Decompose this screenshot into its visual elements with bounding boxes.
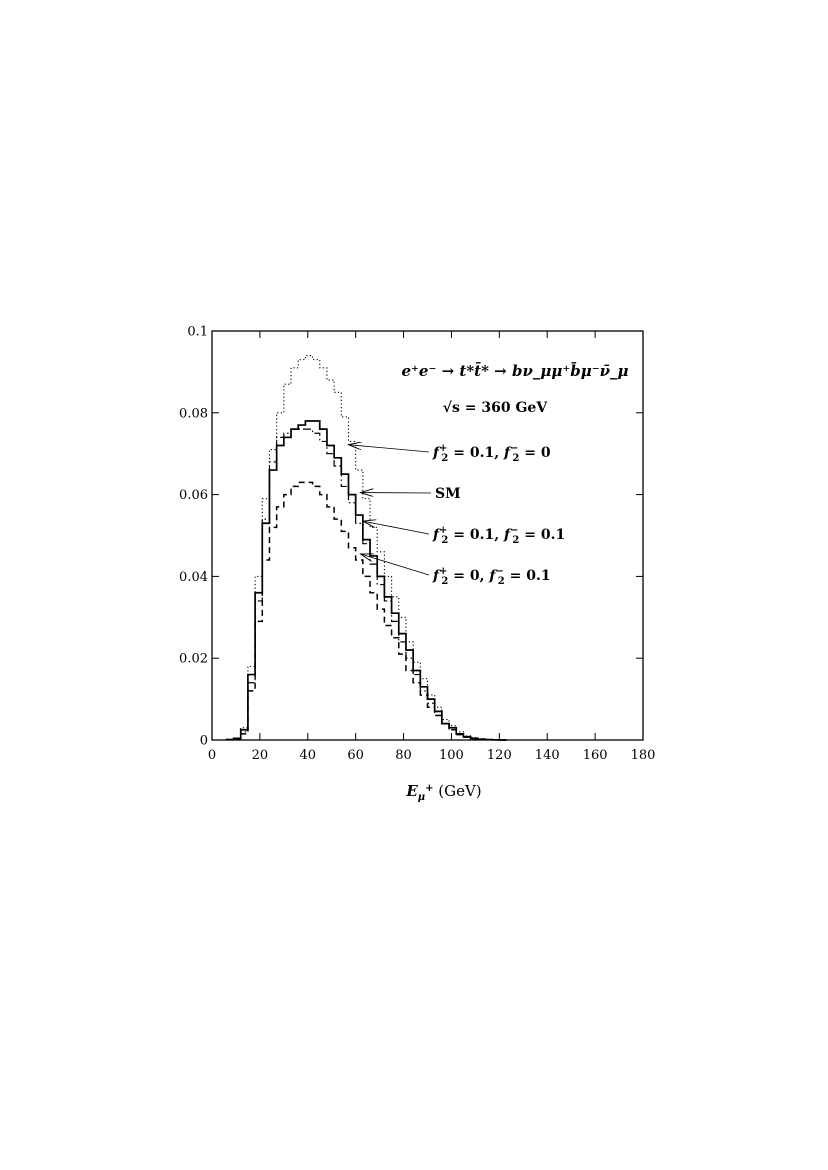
y-tick-label: 0.06 (179, 488, 208, 503)
series-line-sm (225, 420, 507, 741)
x-tick-label: 100 (439, 748, 464, 763)
y-tick-label: 0.08 (179, 406, 208, 421)
arrow-f2p01 (348, 445, 430, 453)
series-layer (225, 354, 507, 741)
series-line-f2m01 (225, 481, 507, 741)
y-tick-label: 0 (200, 734, 208, 749)
plot-frame (211, 330, 644, 741)
x-tick-label: 0 (208, 748, 216, 763)
x-axis-title-base: E (405, 782, 418, 800)
x-tick-label: 60 (347, 748, 364, 763)
process-annotation: e⁺e⁻ → t*t̄* → bν_μμ⁺b̄μ⁻ν̄_μ (401, 361, 628, 380)
annotation-layer: f+ 2 = 0.1, f− 2 = 0 SM f+ 2 = 0.1, f− 2 = 0.1… (348, 443, 565, 587)
y-tick-label: 0.04 (179, 570, 208, 585)
x-tick-label: 180 (631, 748, 656, 763)
x-tick-label: 140 (535, 748, 560, 763)
y-tick-label: 0.02 (179, 652, 208, 667)
curve-label-f2m01: f+ 2 = 0, f− 2 = 0.1 (432, 566, 551, 587)
x-tick-label: 120 (487, 748, 512, 763)
arrow-f2p01m01 (363, 521, 430, 535)
x-axis-title-sup: + (425, 783, 433, 794)
x-axis-title-sub: μ (418, 792, 425, 803)
curve-label-sm: SM (435, 486, 461, 502)
y-tick-label: 0.1 (187, 325, 208, 340)
x-axis-title-unit: (GeV) (433, 782, 481, 800)
x-tick-label: 40 (300, 748, 317, 763)
axes-layer: 0 20 40 60 80 100 120 140 160 180 0 0.02 0.04 0.06 0.0… (179, 325, 655, 764)
series-line-f2p01m01 (225, 428, 507, 741)
arrow-f2m01 (360, 554, 430, 576)
x-tick-label: 160 (583, 748, 608, 763)
curve-label-f2p01: f+ 2 = 0.1, f− 2 = 0 (432, 443, 551, 464)
x-tick-label: 20 (252, 748, 269, 763)
curve-label-f2p01m01: f+ 2 = 0.1, f− 2 = 0.1 (432, 525, 565, 546)
energy-annotation: √s = 360 GeV (443, 400, 549, 416)
x-axis-title: Eμ+ (GeV) (405, 782, 481, 803)
x-tick-label: 80 (395, 748, 412, 763)
